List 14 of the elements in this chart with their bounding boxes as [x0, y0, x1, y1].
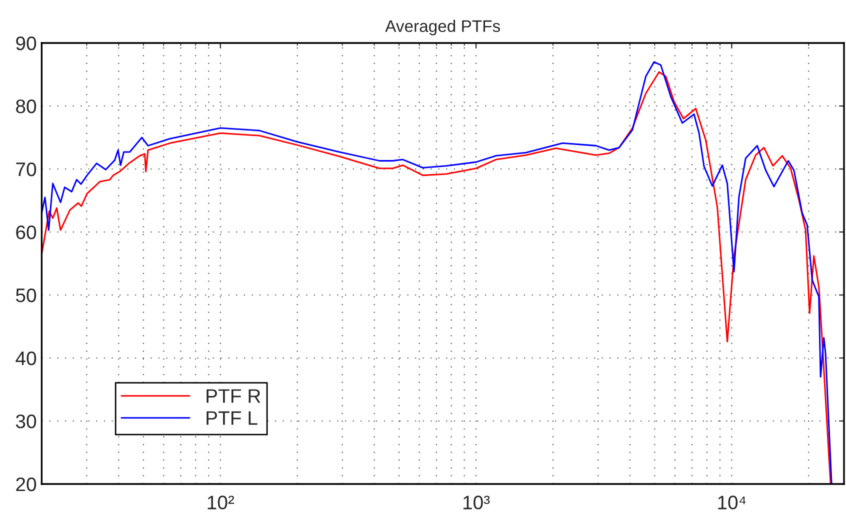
x-tick-label: 10²: [208, 496, 234, 510]
legend-label: PTF L: [206, 411, 258, 425]
y-tick-label: 20: [16, 477, 36, 492]
y-tick-label: 80: [16, 99, 36, 114]
x-tick-label: 10⁴: [718, 496, 746, 510]
y-tick-label: 60: [16, 225, 36, 240]
y-tick-label: 30: [16, 414, 36, 428]
x-tick-label: 10³: [463, 496, 490, 510]
legend-label: PTF R: [206, 389, 260, 403]
y-tick-label: 40: [16, 351, 36, 366]
y-tick-label: 50: [16, 288, 36, 302]
y-tick-label: 90: [16, 36, 36, 50]
y-tick-label: 70: [16, 162, 36, 176]
chart-title: Averaged PTFs: [385, 20, 500, 36]
